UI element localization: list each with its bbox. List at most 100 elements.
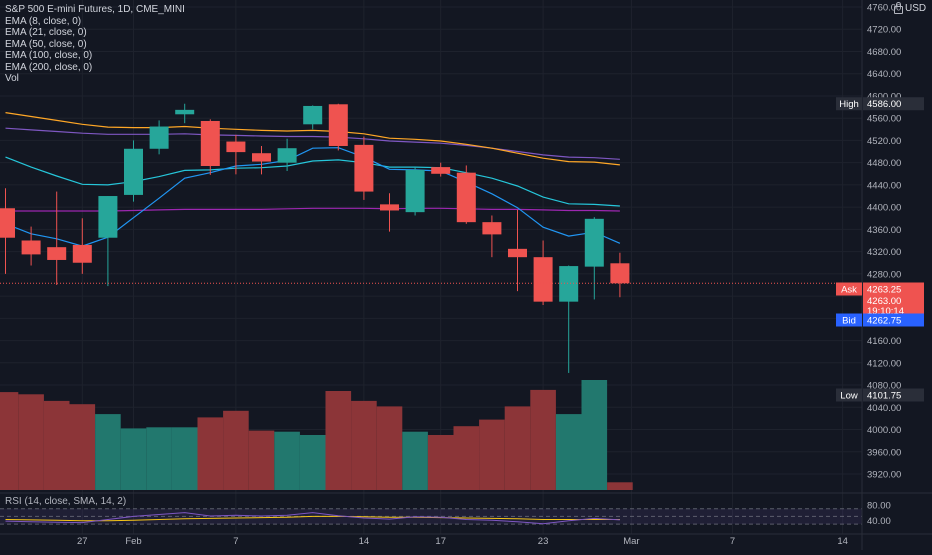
- candle-body: [508, 248, 527, 258]
- price-tick-label: 4680.00: [867, 47, 901, 58]
- candle-body: [456, 172, 476, 223]
- currency-selector[interactable]: USD: [894, 2, 926, 14]
- price-tick-label: 4760.00: [867, 3, 901, 14]
- candlestick-series: [0, 103, 630, 373]
- price-tick-label: 4520.00: [867, 136, 901, 147]
- time-tick-label: 14: [359, 536, 370, 547]
- price-tick-label: 4320.00: [867, 247, 901, 258]
- price-tick-label: 4080.00: [867, 381, 901, 392]
- volume-bar: [146, 427, 172, 490]
- time-tick-label: 23: [538, 536, 549, 547]
- indicator-ema-200[interactable]: EMA (200, close, 0): [5, 61, 93, 73]
- volume-bar: [453, 426, 480, 490]
- high-marker-value: 4586.00: [867, 99, 901, 110]
- time-tick-label: 7: [730, 536, 735, 547]
- low-marker-value-bg: [863, 388, 924, 402]
- volume-bar: [274, 431, 300, 490]
- countdown-value: 19:10:14: [867, 306, 904, 317]
- symbol-title[interactable]: S&P 500 E-mini Futures, 1D, CME_MINI: [5, 4, 185, 15]
- ask-marker-label-bg: [836, 282, 862, 296]
- volume-bar: [376, 406, 403, 490]
- price-tick-label: 4400.00: [867, 203, 901, 214]
- volume-bar: [402, 431, 428, 490]
- price-tick-label: 3920.00: [867, 470, 901, 481]
- volume-bar: [607, 482, 633, 490]
- ema-21-line: [5, 156, 620, 207]
- candle-body: [175, 109, 195, 115]
- candle-body: [72, 244, 92, 263]
- volume-bar: [120, 428, 147, 490]
- volume-bar: [95, 414, 121, 490]
- price-tick-label: 3960.00: [867, 447, 901, 458]
- indicator-ema-8[interactable]: EMA (8, close, 0): [5, 15, 82, 27]
- time-tick-label: 14: [837, 536, 848, 547]
- ema-50-line: [5, 112, 620, 166]
- price-tick-label: 4120.00: [867, 358, 901, 369]
- volume-bar: [325, 391, 352, 490]
- candle-body: [405, 169, 425, 213]
- ema-100-line: [5, 127, 620, 160]
- bid-marker-label: Bid: [842, 316, 856, 327]
- lock-icon[interactable]: [894, 2, 903, 14]
- candle-body: [252, 153, 271, 162]
- rsi-tick-label: 40.00: [867, 516, 891, 527]
- candle-body: [124, 148, 143, 195]
- volume-bar: [351, 400, 377, 490]
- candle-body: [584, 218, 604, 267]
- candle-body: [98, 196, 118, 238]
- time-tick-label: 27: [77, 536, 88, 547]
- price-tick-label: 4280.00: [867, 269, 901, 280]
- bid-marker-value: 4262.75: [867, 316, 901, 327]
- chart-legend: S&P 500 E-mini Futures, 1D, CME_MINI EMA…: [5, 4, 185, 85]
- volume-bar: [479, 419, 505, 490]
- rsi-legend[interactable]: RSI (14, close, SMA, 14, 2): [5, 496, 127, 507]
- high-marker-label-bg: [836, 97, 862, 111]
- price-tick-label: 4480.00: [867, 158, 901, 169]
- candle-body: [328, 104, 348, 146]
- price-tick-label: 4720.00: [867, 25, 901, 36]
- time-tick-label: Feb: [125, 536, 141, 547]
- rsi-ma-line: [5, 515, 620, 522]
- rsi-tick-label: 80.00: [867, 500, 891, 511]
- price-tick-label: 4560.00: [867, 114, 901, 125]
- volume-bar: [581, 380, 608, 490]
- volume-bar: [171, 427, 198, 490]
- low-marker-label-bg: [836, 388, 862, 402]
- candle-body: [610, 263, 630, 284]
- volume-bar: [223, 410, 249, 490]
- rsi-pane: [0, 508, 862, 525]
- price-tick-label: 4440.00: [867, 180, 901, 191]
- high-marker-value-bg: [863, 97, 924, 111]
- rsi-line: [5, 512, 620, 525]
- volume-bar: [0, 392, 19, 490]
- ask-marker-value-bg: [863, 282, 924, 296]
- price-tick-label: 4640.00: [867, 69, 901, 80]
- indicator-ema-100[interactable]: EMA (100, close, 0): [5, 50, 93, 61]
- bid-marker: Bid 4262.75: [836, 313, 924, 327]
- time-tick-label: 7: [233, 536, 238, 547]
- volume-series: [0, 380, 633, 490]
- candle-body: [303, 105, 323, 125]
- indicator-volume[interactable]: Vol: [5, 73, 19, 84]
- candle-body: [380, 204, 399, 211]
- rsi-band: [0, 508, 862, 525]
- candle-body: [431, 167, 451, 174]
- time-tick-label: Mar: [623, 536, 639, 547]
- volume-bar: [197, 417, 224, 490]
- high-marker: High 4586.00: [836, 97, 924, 111]
- low-marker-value: 4101.75: [867, 391, 901, 402]
- candle-body: [226, 141, 246, 153]
- volume-bar: [427, 435, 454, 490]
- ask-marker-value: 4263.25: [867, 285, 901, 296]
- time-tick-label: 17: [435, 536, 446, 547]
- candle-body: [277, 148, 297, 163]
- volume-bar: [299, 435, 326, 490]
- low-marker: Low 4101.75: [836, 388, 924, 402]
- price-tick-label: 4160.00: [867, 336, 901, 347]
- indicator-ema-50[interactable]: EMA (50, close, 0): [5, 38, 87, 50]
- candle-body: [21, 240, 41, 255]
- volume-bar: [18, 394, 44, 490]
- indicator-ema-21[interactable]: EMA (21, close, 0): [5, 27, 87, 38]
